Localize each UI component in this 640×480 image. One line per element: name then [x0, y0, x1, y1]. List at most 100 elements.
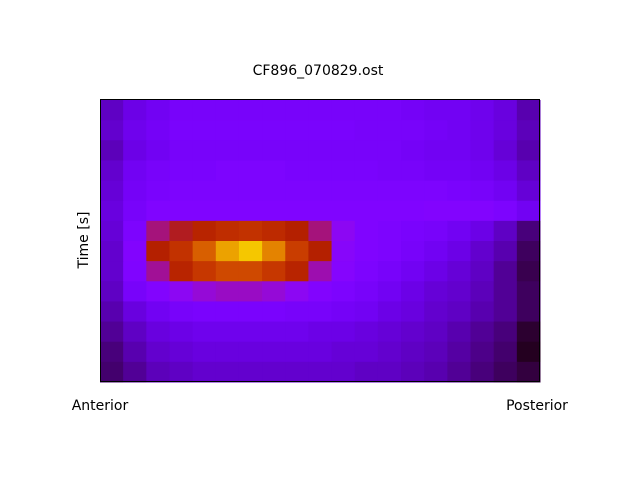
- heatmap-cell: [146, 160, 170, 182]
- heatmap-cell: [123, 341, 147, 363]
- heatmap-cell: [424, 160, 448, 182]
- heatmap-cell: [123, 140, 147, 161]
- heatmap-cell: [192, 241, 217, 262]
- heatmap-cell: [215, 261, 240, 282]
- heatmap-cell: [493, 321, 518, 343]
- heatmap-cell: [516, 100, 541, 121]
- heatmap-cell: [262, 220, 286, 242]
- heatmap-cell: [401, 321, 425, 343]
- heatmap-cell: [401, 341, 425, 363]
- heatmap-cell: [215, 180, 240, 202]
- heatmap-cell: [447, 361, 472, 383]
- heatmap-cell: [146, 180, 170, 202]
- heatmap-cell: [100, 220, 124, 242]
- heatmap-cell: [377, 200, 402, 222]
- heatmap-cell: [516, 120, 541, 141]
- heatmap-cell: [470, 261, 495, 282]
- heatmap-cell: [146, 341, 170, 363]
- heatmap-cell: [262, 321, 286, 343]
- heatmap-cell: [238, 140, 263, 161]
- heatmap-cell: [377, 301, 402, 323]
- heatmap-cell: [262, 100, 286, 121]
- x-end-label: Posterior: [506, 398, 568, 414]
- heatmap-cell: [377, 160, 402, 182]
- heatmap-cell: [401, 120, 425, 141]
- heatmap-cell: [169, 261, 194, 282]
- heatmap-cell: [192, 341, 217, 363]
- heatmap-cell: [169, 301, 194, 323]
- chart-title: CF896_070829.ost: [253, 63, 384, 79]
- heatmap-cell: [123, 120, 147, 141]
- heatmap-cell: [470, 341, 495, 363]
- heatmap-cell: [354, 281, 379, 302]
- heatmap-cell: [331, 180, 356, 202]
- heatmap-cell: [285, 160, 309, 182]
- heatmap-cell: [146, 261, 170, 282]
- heatmap-cell: [308, 361, 333, 383]
- heatmap-cell: [331, 160, 356, 182]
- heatmap-cell: [424, 180, 448, 202]
- heatmap-cell: [100, 160, 124, 182]
- heatmap-cell: [146, 220, 170, 242]
- heatmap-cell: [377, 120, 402, 141]
- heatmap-cell: [146, 100, 170, 121]
- heatmap-cell: [424, 120, 448, 141]
- heatmap-cell: [146, 321, 170, 343]
- heatmap-cell: [262, 341, 286, 363]
- heatmap-cell: [146, 281, 170, 302]
- heatmap-cell: [215, 361, 240, 383]
- heatmap-cell: [493, 160, 518, 182]
- heatmap-cell: [238, 160, 263, 182]
- heatmap-cell: [285, 100, 309, 121]
- heatmap-cell: [447, 241, 472, 262]
- heatmap-cell: [100, 140, 124, 161]
- heatmap-cell: [424, 341, 448, 363]
- heatmap-cell: [424, 321, 448, 343]
- heatmap-cell: [169, 180, 194, 202]
- heatmap-cell: [493, 301, 518, 323]
- heatmap-cell: [424, 140, 448, 161]
- heatmap-cell: [308, 200, 333, 222]
- heatmap-cell: [262, 301, 286, 323]
- heatmap-cell: [377, 281, 402, 302]
- heatmap-cell: [308, 341, 333, 363]
- heatmap-cell: [447, 160, 472, 182]
- heatmap-cell: [493, 180, 518, 202]
- heatmap-cell: [424, 200, 448, 222]
- heatmap-cell: [308, 140, 333, 161]
- heatmap-cell: [308, 180, 333, 202]
- heatmap-cell: [192, 361, 217, 383]
- heatmap-cell: [516, 361, 541, 383]
- heatmap-cell: [238, 281, 263, 302]
- heatmap-cell: [401, 100, 425, 121]
- heatmap-cell: [516, 160, 541, 182]
- heatmap-cell: [100, 321, 124, 343]
- heatmap-cell: [215, 120, 240, 141]
- heatmap-cell: [308, 100, 333, 121]
- heatmap-cell: [470, 361, 495, 383]
- heatmap-cell: [169, 321, 194, 343]
- heatmap-cell: [123, 220, 147, 242]
- heatmap-cell: [516, 261, 541, 282]
- heatmap-cell: [262, 180, 286, 202]
- heatmap-cell: [516, 321, 541, 343]
- heatmap-cell: [401, 301, 425, 323]
- heatmap-cell: [470, 180, 495, 202]
- heatmap-cell: [123, 241, 147, 262]
- heatmap-cell: [285, 120, 309, 141]
- heatmap-cell: [100, 341, 124, 363]
- heatmap-cell: [516, 220, 541, 242]
- heatmap-cell: [377, 321, 402, 343]
- heatmap-cell: [215, 140, 240, 161]
- heatmap-cell: [192, 301, 217, 323]
- heatmap-cell: [262, 361, 286, 383]
- heatmap-cell: [192, 140, 217, 161]
- heatmap-cell: [169, 140, 194, 161]
- heatmap-cell: [238, 120, 263, 141]
- heatmap-cell: [401, 220, 425, 242]
- heatmap-cell: [262, 241, 286, 262]
- heatmap-cell: [493, 241, 518, 262]
- heatmap-cell: [493, 200, 518, 222]
- heatmap-cell: [262, 160, 286, 182]
- heatmap-cell: [100, 200, 124, 222]
